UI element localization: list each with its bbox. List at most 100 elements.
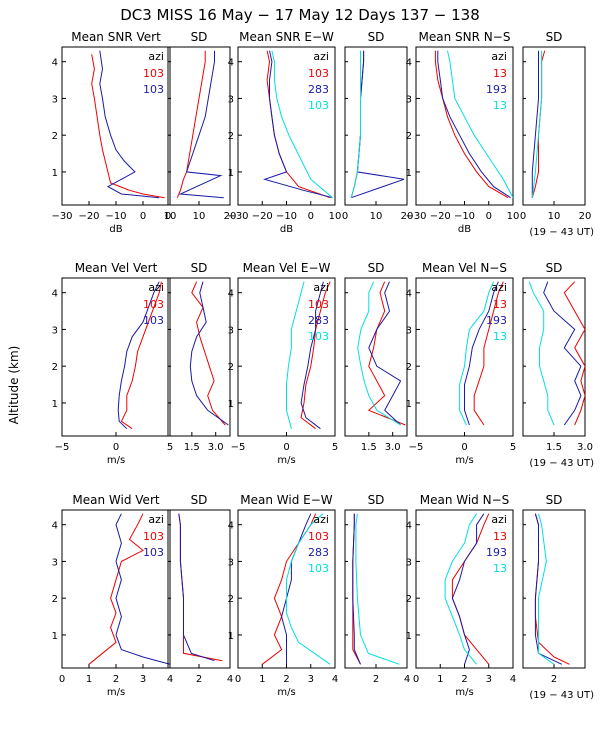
series-group [286, 281, 331, 430]
series-line-blue [117, 281, 160, 430]
panel-frame [522, 509, 586, 669]
y-tick-label: 4 [406, 289, 412, 300]
panel: Mean Wid Vert 1 2 3 4 0 1 2 3 4 m/s azi 103 103 [52, 493, 174, 698]
legend-header: azi [491, 281, 507, 294]
x-tick-label: 10 [329, 211, 342, 222]
x-tick-label: −10 [454, 211, 475, 222]
x-tick-label: 3 [140, 674, 146, 685]
series-line-red [300, 281, 331, 430]
series-line-blue [543, 281, 582, 426]
series-group [357, 281, 406, 426]
series-line-cyan [357, 281, 401, 426]
series-line-blue [368, 281, 402, 426]
x-axis-label: m/s [277, 687, 295, 698]
series-group [350, 50, 405, 199]
legend-entry: 103 [143, 546, 164, 559]
legend-header: azi [148, 50, 164, 63]
panel: SD 1.5 3.0 [522, 261, 593, 453]
series-line-cyan [444, 513, 478, 665]
x-tick-label: −10 [105, 211, 126, 222]
x-tick-label: 0 [520, 211, 526, 222]
y-tick-label: 4 [52, 521, 58, 532]
x-tick-label: −5 [231, 442, 246, 453]
y-tick-label: 4 [52, 289, 58, 300]
legend-header: azi [313, 513, 329, 526]
legend-entry: 103 [143, 298, 164, 311]
series-line-blue [351, 50, 405, 199]
x-tick-label: 10 [507, 211, 520, 222]
x-tick-label: −5 [55, 442, 70, 453]
x-tick-label: 10 [548, 211, 561, 222]
y-tick-label: 3 [52, 325, 58, 336]
series-group [444, 513, 490, 665]
y-tick-label: 3 [52, 557, 58, 568]
x-tick-label: −20 [78, 211, 99, 222]
x-tick-label: 4 [510, 674, 516, 685]
panel: SD 2 [522, 493, 586, 685]
x-tick-label: 4 [332, 674, 338, 685]
y-tick-label: 4 [406, 521, 412, 532]
legend-header: azi [491, 513, 507, 526]
x-tick-label: 2 [196, 674, 202, 685]
y-tick-label: 2 [228, 362, 234, 373]
x-tick-label: 3.0 [385, 442, 401, 453]
series-line-red [367, 281, 406, 426]
series-group [117, 281, 162, 430]
time-range-label: (19 − 43 UT) [529, 458, 594, 469]
x-tick-label: 3.0 [577, 442, 593, 453]
legend-entry: 103 [308, 330, 329, 343]
panel-title: Mean Wid E−W [240, 493, 333, 507]
panel: SD 1.5 3.0 [167, 261, 231, 453]
legend-entry: 13 [493, 562, 507, 575]
legend-entry: 103 [143, 530, 164, 543]
panel-title: SD [191, 30, 208, 44]
series-line-blue [263, 50, 333, 199]
panel: SD 0 10 20 [342, 30, 414, 222]
panel-frame [167, 509, 231, 669]
y-tick-label: 1 [228, 399, 234, 410]
y-tick-label: 3 [228, 94, 234, 105]
x-tick-label: 2 [551, 674, 557, 685]
legend-entry: 103 [308, 562, 329, 575]
y-tick-label: 1 [406, 168, 412, 179]
series-line-blue [531, 50, 539, 198]
x-axis-label: m/s [107, 455, 125, 466]
series-line-red [91, 54, 165, 199]
y-tick-label: 2 [52, 131, 58, 142]
series-line-blue [99, 50, 160, 199]
legend-entry: 13 [493, 99, 507, 112]
panel-frame [522, 277, 586, 437]
panel: SD 0 10 20 [520, 30, 592, 222]
x-axis-label: m/s [277, 455, 295, 466]
series-group [528, 281, 585, 426]
series-line-red [88, 513, 144, 665]
x-tick-label: 3 [486, 674, 492, 685]
x-tick-label: 3.0 [208, 442, 224, 453]
x-tick-label: 0 [342, 211, 348, 222]
x-tick-label: 0 [140, 211, 146, 222]
legend-header: azi [491, 50, 507, 63]
legend-entry: 13 [493, 67, 507, 80]
x-axis-label: m/s [455, 455, 473, 466]
x-axis-label: dB [458, 224, 471, 235]
legend-entry: 193 [486, 546, 507, 559]
legend-entry: 103 [308, 67, 329, 80]
x-tick-label: 0 [413, 674, 419, 685]
x-tick-label: 20 [224, 211, 237, 222]
panel-frame [167, 277, 231, 437]
panel-title: Mean SNR Vert [71, 30, 161, 44]
x-tick-label: 1 [437, 674, 443, 685]
series-line-red [120, 281, 162, 430]
x-tick-label: 1 [86, 674, 92, 685]
x-tick-label: 0 [59, 674, 65, 685]
series-group [178, 513, 223, 662]
y-tick-label: 1 [52, 168, 58, 179]
panel-title: Mean SNR N−S [419, 30, 511, 44]
series-group [91, 50, 165, 199]
series-line-cyan [459, 281, 495, 426]
series-line-blue [178, 50, 224, 199]
y-tick-label: 1 [406, 399, 412, 410]
